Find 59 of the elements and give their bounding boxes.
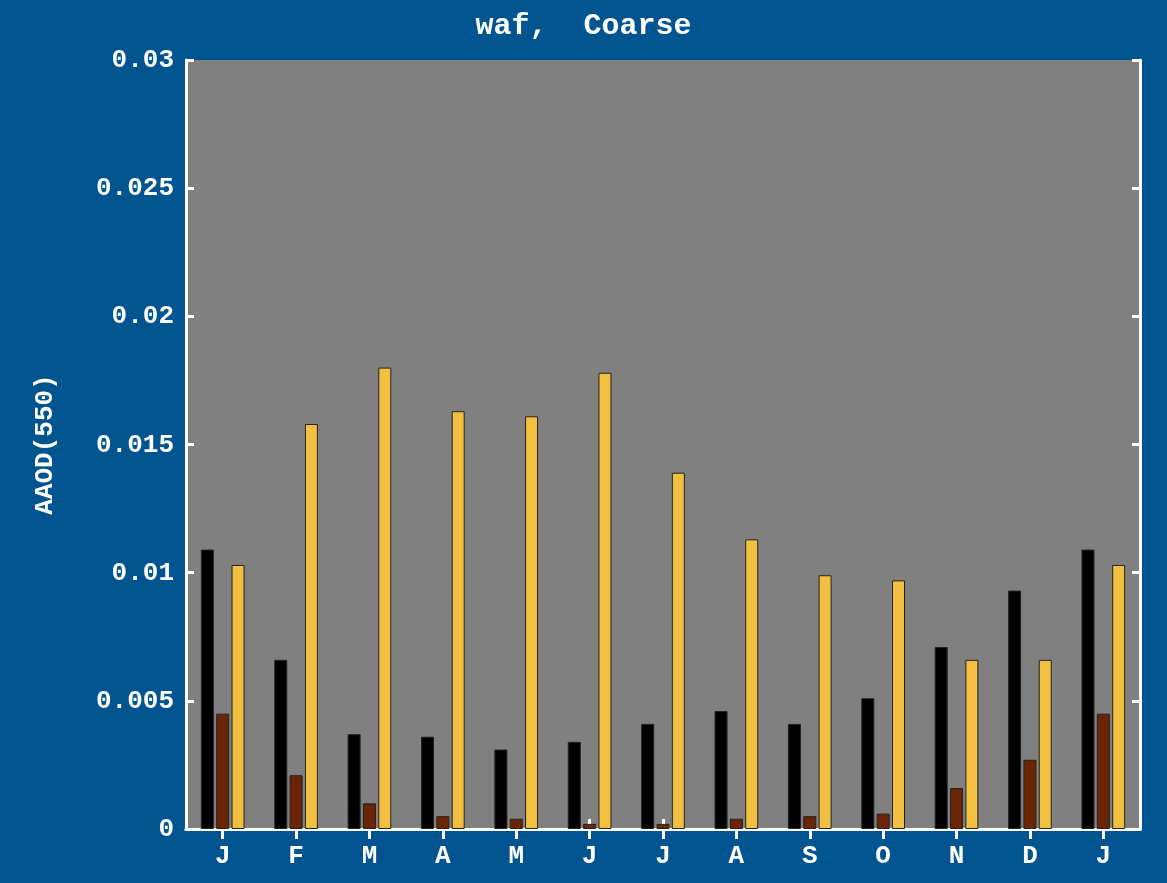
x-tick-label: M [361,841,378,871]
x-tick-label: M [508,841,525,871]
bar [891,580,905,829]
y-tick-label: 0.02 [111,301,174,332]
bar [1008,590,1022,829]
x-tick-label: J [1095,841,1112,871]
bar [583,823,597,829]
bar [803,816,817,829]
x-tick-label: S [801,841,818,871]
y-tick-label: 0 [158,814,174,844]
x-tick-label: J [581,841,598,871]
bar [1081,549,1095,829]
bar [216,713,230,829]
bar [656,823,670,829]
bar [671,472,685,829]
bar [1112,564,1126,829]
bar [451,411,465,829]
bar [1023,759,1037,829]
x-tick-label: N [948,841,965,871]
bar [861,698,875,829]
bar [304,423,318,829]
bar [200,549,214,829]
x-tick-label: O [875,841,891,871]
bar [567,741,581,829]
x-tick-label: A [728,841,745,871]
bar [965,659,979,829]
x-tick-label: J [214,841,231,871]
y-axis-title: AAOD(550) [30,374,60,515]
bar [289,775,303,829]
bar [1096,713,1110,829]
bar [421,736,435,829]
bar [1038,659,1052,829]
bar [787,723,801,829]
y-tick-label: 0.015 [95,429,174,460]
bar [598,372,612,829]
x-tick-label: J [655,841,671,871]
x-tick-label: A [435,841,452,871]
bar [362,803,376,829]
bar [378,367,392,829]
bar [934,647,948,829]
bar [494,749,508,829]
x-tick-label: F [288,841,304,871]
y-tick-label: 0.03 [111,45,174,75]
bar [745,539,759,829]
bar [347,734,361,829]
bar [525,416,539,829]
chart-title: waf, Coarse [475,9,692,43]
y-tick-label: 0.01 [111,557,174,588]
bar [436,816,450,829]
y-tick-label: 0.005 [95,685,174,716]
bar [714,711,728,829]
bar [274,659,288,829]
bar [950,787,964,829]
bar [641,723,655,829]
bar [231,564,245,829]
bar [876,813,890,829]
y-tick-label: 0.025 [95,173,174,204]
x-tick-label: D [1022,841,1038,871]
bar [818,575,832,829]
